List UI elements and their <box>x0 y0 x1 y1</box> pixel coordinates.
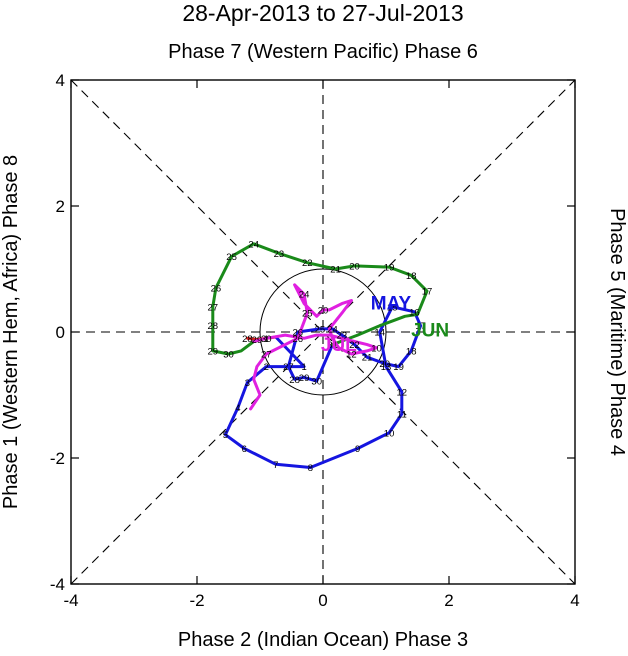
day-label-may: 17 <box>415 321 426 332</box>
day-label-jul: 26 <box>293 334 304 345</box>
day-label-may: 19 <box>393 362 404 373</box>
x-axis-label: Phase 2 (Indian Ocean) Phase 3 <box>178 629 468 651</box>
day-label-jun: 27 <box>208 302 219 313</box>
y-axis-label-right: Phase 5 (Maritime) Phase 4 <box>606 208 628 456</box>
day-label-may: 18 <box>406 346 417 357</box>
day-label-may: 5 <box>223 430 228 441</box>
y-tick-label: -4 <box>50 575 65 594</box>
day-label-jun: 23 <box>274 249 285 260</box>
day-label-may: 24 <box>327 324 338 335</box>
day-label-jul: 24 <box>299 290 310 301</box>
day-label-jun: 19 <box>384 263 395 274</box>
day-label-jun: 17 <box>422 287 433 298</box>
day-label-jul: 1 <box>264 334 269 345</box>
chart-title: 28-Apr-2013 to 27-Jul-2013 <box>182 0 463 26</box>
day-label-jun: 24 <box>248 239 259 250</box>
y-tick-label: 2 <box>56 197 65 216</box>
day-label-may: 16 <box>409 307 420 318</box>
day-label-may: 25 <box>315 324 326 335</box>
x-tick-label: -2 <box>189 591 204 610</box>
day-label-jun: 26 <box>211 283 222 294</box>
x-tick-label: 2 <box>444 591 453 610</box>
day-label-jun: 18 <box>406 271 417 282</box>
day-label-may: 22 <box>349 340 360 351</box>
day-label-apr: 28 <box>242 334 253 345</box>
day-label-jun: 28 <box>208 321 219 332</box>
day-label-jun: 22 <box>302 258 313 269</box>
day-label-may: 23 <box>337 331 348 342</box>
day-label-may: 9 <box>355 444 360 455</box>
x-tick-label: 4 <box>570 591 579 610</box>
x-tick-label: -4 <box>63 591 78 610</box>
day-label-may: 30 <box>311 377 322 388</box>
unit-circle-layer <box>259 268 387 396</box>
day-label-may: 28 <box>289 375 300 386</box>
day-label-may: 10 <box>384 428 395 439</box>
day-label-may: 11 <box>397 409 407 420</box>
day-label-may: 2 <box>264 362 269 373</box>
series-layer <box>211 242 429 469</box>
day-label-apr: 30 <box>261 334 272 345</box>
day-label-may: 26 <box>293 328 304 339</box>
y-axis-label-left: Phase 1 (Western Hem, Africa) Phase 8 <box>0 155 22 509</box>
day-label-jul: 10 <box>371 343 382 354</box>
y-tick-label: -2 <box>50 449 65 468</box>
day-label-may: 8 <box>308 463 313 474</box>
guide-diagonal-1 <box>70 79 576 585</box>
series-line-jun <box>211 242 429 356</box>
day-label-jun: 30 <box>223 350 234 361</box>
unit-circle <box>259 268 387 396</box>
day-label-may: 15 <box>387 302 398 313</box>
x-tick-label: 0 <box>318 591 327 610</box>
day-label-may: 21 <box>362 353 373 364</box>
day-label-jun: 29 <box>208 346 219 357</box>
day-label-jul: 20 <box>318 305 329 316</box>
y-tick-label: 4 <box>56 71 65 90</box>
guide-diagonal-2 <box>70 79 576 585</box>
day-label-may: 13 <box>381 362 392 373</box>
chart-subtitle: Phase 7 (Western Pacific) Phase 6 <box>168 41 478 63</box>
day-label-jun: 20 <box>349 261 360 272</box>
day-label-may: 7 <box>273 460 278 471</box>
day-label-jul: 12 <box>346 350 357 361</box>
day-label-may: 1 <box>301 362 306 373</box>
day-label-may: 20 <box>379 359 390 370</box>
day-label-may: 31 <box>327 340 338 351</box>
day-label-jun: 25 <box>226 252 237 263</box>
y-tick-label: 0 <box>56 323 65 342</box>
phase-guides <box>70 79 576 585</box>
month-label-jul: JUL <box>321 335 357 356</box>
day-label-may: 6 <box>242 444 247 455</box>
day-label-may: 4 <box>235 403 240 414</box>
day-label-may: 3 <box>245 378 250 389</box>
day-label-may: 27 <box>283 362 294 373</box>
month-label-jun: JUN <box>411 320 449 341</box>
month-labels-layer: MAY JUN JUL <box>321 293 449 356</box>
month-label-may: MAY <box>371 293 412 314</box>
series-line-jul <box>249 283 378 411</box>
day-label-may: 12 <box>397 387 408 398</box>
day-label-jul: 25 <box>302 309 313 320</box>
day-label-apr: 29 <box>252 335 263 346</box>
day-label-jul: 27 <box>261 350 272 361</box>
day-label-jun: 21 <box>330 265 341 276</box>
day-label-may: 29 <box>299 373 310 384</box>
day-label-may: 14 <box>374 328 385 339</box>
